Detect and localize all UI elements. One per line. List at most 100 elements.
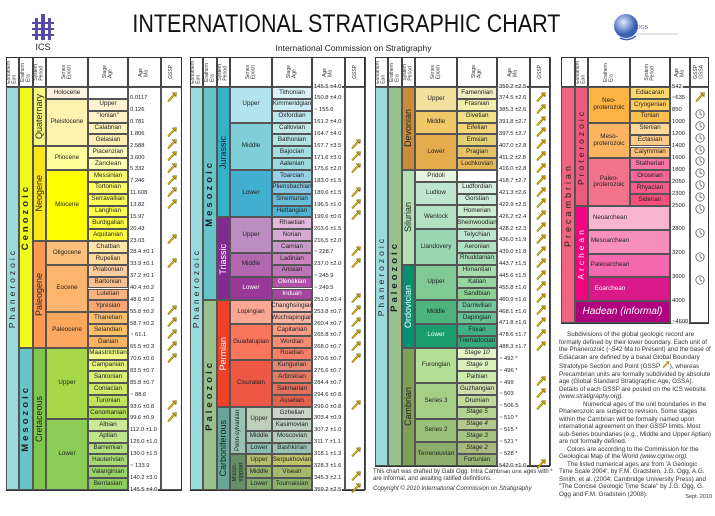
gssa-clock-icon[interactable]	[695, 249, 705, 262]
stage-guzhangian[interactable]: Guzhangian	[457, 383, 497, 395]
gssa-clock-icon[interactable]	[695, 225, 705, 238]
epoch-lopingian[interactable]: Lopingian	[230, 300, 272, 325]
gssp-golden-spike-icon[interactable]	[536, 267, 546, 280]
stage-hirnantian[interactable]: Hirnantian	[457, 264, 497, 277]
epoch-middle[interactable]: Middle	[415, 110, 457, 135]
stage-ladinian[interactable]: Ladinian	[272, 252, 312, 265]
gssp-golden-spike-icon[interactable]	[536, 89, 546, 102]
stage-anisian[interactable]: Anisian	[272, 264, 312, 277]
stage-floian[interactable]: Floian	[457, 323, 497, 336]
stage-hettangian[interactable]: Hettangian	[272, 205, 312, 218]
stage-rhaetian[interactable]: Rhaetian	[272, 217, 312, 230]
stage-stage-5[interactable]: Stage 5	[457, 406, 497, 419]
stage-lochkovian[interactable]: Lochkovian	[457, 158, 497, 170]
gssa-clock-icon[interactable]	[695, 106, 705, 119]
period-neogene[interactable]: Neogene	[33, 146, 46, 242]
period-ediacaran[interactable]: Ediacaran	[630, 87, 670, 99]
epoch-lower[interactable]: Lower	[246, 478, 272, 490]
gssp-golden-spike-icon[interactable]	[351, 243, 361, 256]
stage-rupelian[interactable]: Rupelian	[88, 252, 128, 265]
stage-capitanian[interactable]: Capitanian	[272, 324, 312, 336]
stage-aquitanian[interactable]: Aquitanian	[88, 229, 128, 242]
gssp-golden-spike-icon[interactable]	[351, 397, 361, 410]
era-cenozoic[interactable]: Cenozoic	[19, 87, 33, 348]
era-neoarchean[interactable]: Neoarchean	[588, 206, 670, 230]
stage-hauterivian[interactable]: Hauterivian	[88, 454, 128, 467]
stage-upper[interactable]: Upper	[88, 98, 128, 111]
period-siderian[interactable]: Siderian	[630, 194, 670, 206]
stage-ionian-[interactable]: "Ionian"	[88, 110, 128, 123]
period-stenian[interactable]: Stenian	[630, 122, 670, 135]
stage-induan[interactable]: Induan	[272, 288, 312, 301]
period-jurassic[interactable]: Jurassic	[217, 87, 230, 218]
gssp-golden-spike-icon[interactable]	[536, 397, 546, 410]
stage-santonian[interactable]: Santonian	[88, 371, 128, 384]
eon-hadean-informal-[interactable]: Hadean (informal)	[575, 301, 670, 323]
stage-sheinwoodian[interactable]: Sheinwoodian	[457, 217, 497, 230]
epoch-upper[interactable]: Upper	[415, 87, 457, 111]
gssp-golden-spike-icon[interactable]	[536, 290, 546, 303]
gssp-golden-spike-icon[interactable]	[351, 160, 361, 173]
gssp-golden-spike-icon[interactable]	[351, 255, 361, 268]
gssp-golden-spike-icon[interactable]	[536, 101, 546, 114]
era-neo-proterozoic[interactable]: Neo-proterozoic	[588, 87, 630, 123]
stage-stage-9[interactable]: Stage 9	[457, 359, 497, 372]
gssa-clock-icon[interactable]	[695, 177, 705, 190]
gssp-golden-spike-icon[interactable]	[536, 243, 546, 256]
epoch-pridoli[interactable]: Pridoli	[415, 169, 457, 182]
stage-cenomanian[interactable]: Cenomanian	[88, 407, 128, 419]
gssa-clock-icon[interactable]	[695, 165, 705, 178]
stage-roadian[interactable]: Roadian	[272, 347, 312, 360]
epoch-upper[interactable]: Upper	[246, 454, 272, 467]
gssp-golden-spike-icon[interactable]	[536, 136, 546, 149]
stage-gelasian[interactable]: Gelasian	[88, 134, 128, 147]
cgmw-website-link[interactable]: (www.cgmw.org).	[640, 453, 689, 460]
gssp-golden-spike-icon[interactable]	[536, 278, 546, 292]
epoch-middle[interactable]: Middle	[246, 466, 272, 479]
gssp-golden-spike-icon[interactable]	[536, 219, 546, 232]
epoch-lower[interactable]: Lower	[246, 442, 272, 455]
stage-kimmeridgian[interactable]: Kimmeridgian	[272, 98, 312, 111]
stage-changhsingian[interactable]: Changhsingian	[271, 300, 313, 313]
epoch-oligocene[interactable]: Oligocene	[46, 241, 88, 265]
gssp-golden-spike-icon[interactable]	[167, 409, 177, 422]
stage-pragian[interactable]: Pragian	[457, 146, 497, 159]
stage-rhuddanian[interactable]: Rhuddanian	[457, 252, 497, 265]
era-paleoarchean[interactable]: Paleoarchean	[588, 253, 670, 278]
gssp-golden-spike-icon[interactable]	[351, 314, 361, 327]
epoch-cisuralian[interactable]: Cisuralian	[230, 359, 272, 408]
gssa-clock-icon[interactable]	[695, 153, 705, 166]
gssp-golden-spike-icon[interactable]	[167, 302, 177, 315]
period-calymmian[interactable]: Calymmian	[630, 146, 670, 159]
epoch-paleocene[interactable]: Paleocene	[46, 312, 88, 348]
gssp-golden-spike-icon[interactable]	[167, 124, 177, 138]
stage-bajocian[interactable]: Bajocian	[272, 146, 312, 159]
period-permian[interactable]: Permian	[217, 300, 230, 408]
gssa-clock-icon[interactable]	[695, 201, 705, 214]
stage-sinemurian[interactable]: Sinemurian	[272, 193, 312, 206]
gssp-golden-spike-icon[interactable]	[536, 231, 546, 244]
gssp-golden-spike-icon[interactable]	[167, 231, 177, 244]
gssp-golden-spike-icon[interactable]	[536, 255, 546, 268]
gssp-golden-spike-icon[interactable]	[351, 196, 361, 209]
stage-sandbian[interactable]: Sandbian	[457, 288, 497, 301]
period-statherian[interactable]: Statherian	[630, 158, 670, 171]
gssp-golden-spike-icon[interactable]	[536, 338, 546, 351]
epoch-lower[interactable]: Lower	[230, 169, 272, 218]
gssa-clock-icon[interactable]	[695, 189, 705, 202]
period-carboniferous[interactable]: Carboniferous	[217, 407, 230, 490]
period-devonian[interactable]: Devonian	[402, 87, 415, 170]
stage-moscovian[interactable]: Moscovian	[272, 430, 312, 443]
era-meso-proterozoic[interactable]: Meso-proterozoic	[588, 122, 630, 159]
stage-burdigalian[interactable]: Burdigalian	[88, 217, 128, 230]
stage-norian[interactable]: Norian	[272, 229, 312, 242]
stage-bathonian[interactable]: Bathonian	[272, 134, 312, 147]
era-mesozoic[interactable]: Mesozoic	[203, 87, 217, 301]
gssp-golden-spike-icon[interactable]	[167, 397, 177, 410]
epoch-lower[interactable]: Lower	[415, 134, 457, 170]
stage-sakmarian[interactable]: Sakmarian	[272, 383, 312, 396]
gssp-golden-spike-icon[interactable]	[536, 184, 546, 197]
stage-stage-10[interactable]: Stage 10	[457, 347, 497, 360]
epoch-terreneuvian[interactable]: Terreneuvian	[415, 442, 457, 466]
stage-drumian[interactable]: Drumian	[457, 394, 497, 407]
